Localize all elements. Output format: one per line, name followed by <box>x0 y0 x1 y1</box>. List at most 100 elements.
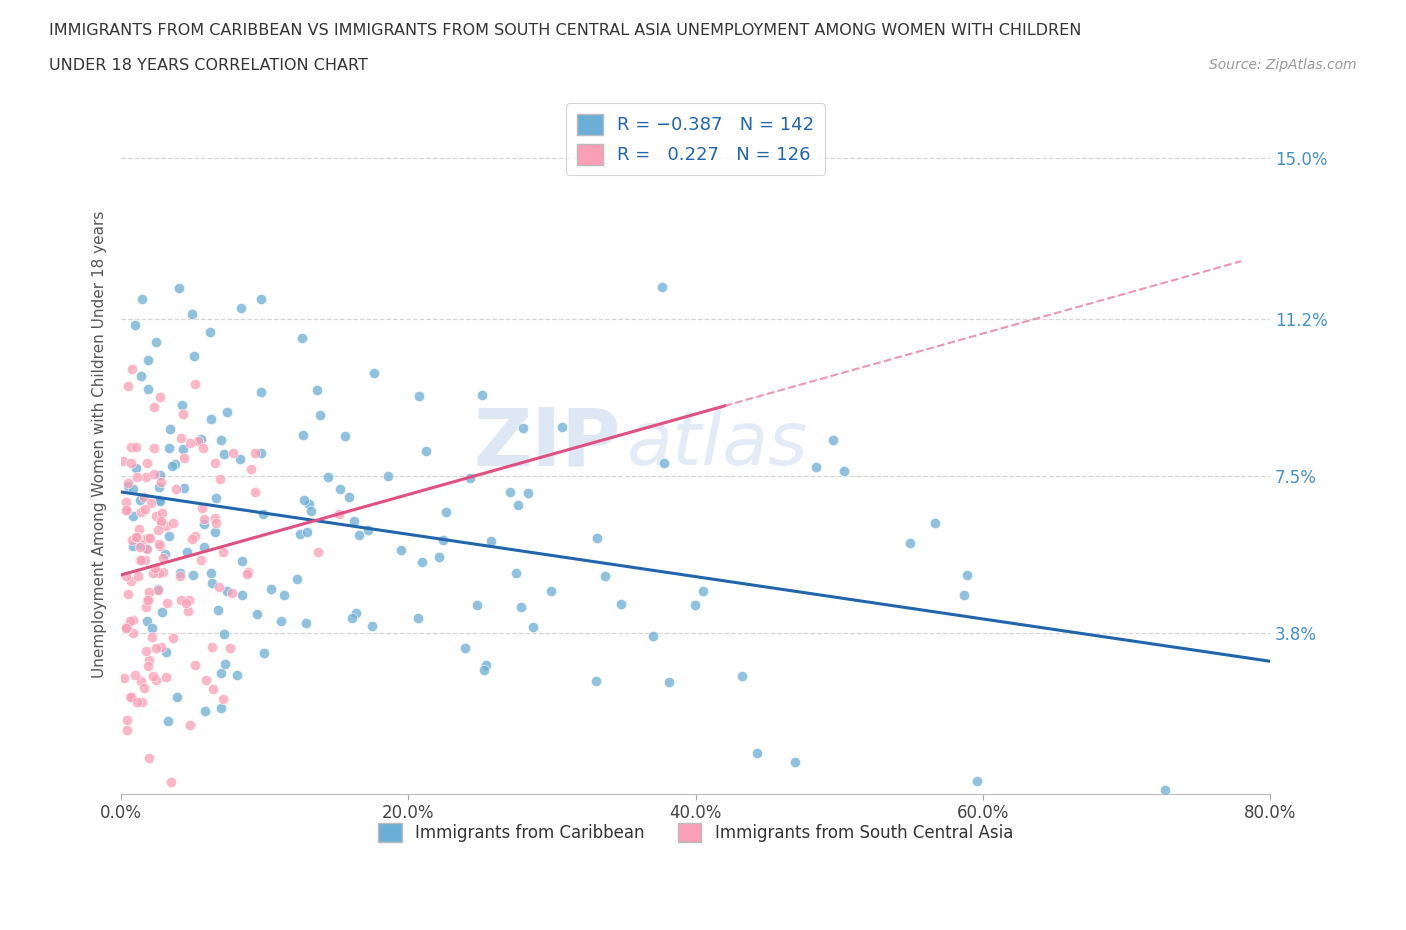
Point <box>169 592 191 607</box>
Point <box>190 552 212 567</box>
Text: atlas: atlas <box>627 408 808 480</box>
Point <box>222 445 245 460</box>
Point <box>155 644 177 659</box>
Text: UNDER 18 YEARS CORRELATION CHART: UNDER 18 YEARS CORRELATION CHART <box>49 58 368 73</box>
Point <box>194 703 217 718</box>
Point <box>785 755 807 770</box>
Point <box>139 530 162 545</box>
Point <box>124 440 146 455</box>
Point <box>170 397 193 412</box>
Point <box>458 471 481 485</box>
Point <box>155 519 177 534</box>
Point <box>651 279 673 294</box>
Point <box>114 569 136 584</box>
Point <box>149 538 172 553</box>
Point <box>238 565 260 579</box>
Point <box>150 514 173 529</box>
Point <box>309 407 332 422</box>
Point <box>136 658 159 673</box>
Point <box>204 525 226 539</box>
Point <box>250 385 273 400</box>
Point <box>193 512 215 526</box>
Point <box>479 534 502 549</box>
Point <box>208 472 231 486</box>
Point <box>135 614 157 629</box>
Point <box>124 529 146 544</box>
Point <box>148 492 170 507</box>
Point <box>295 525 318 539</box>
Point <box>823 432 845 447</box>
Point <box>1154 782 1177 797</box>
Point <box>153 547 176 562</box>
Point <box>184 377 207 392</box>
Point <box>291 330 314 345</box>
Point <box>212 627 235 642</box>
Point <box>208 579 231 594</box>
Point <box>149 474 172 489</box>
Point <box>465 598 488 613</box>
Point <box>169 569 191 584</box>
Point <box>243 485 266 499</box>
Point <box>169 566 191 581</box>
Point <box>229 300 252 315</box>
Point <box>953 588 976 603</box>
Point <box>131 695 153 710</box>
Point <box>159 421 181 436</box>
Point <box>118 690 141 705</box>
Point <box>157 528 180 543</box>
Point <box>117 475 139 490</box>
Point <box>176 604 198 618</box>
Point <box>129 504 152 519</box>
Point <box>243 445 266 460</box>
Point <box>194 672 217 687</box>
Point <box>115 620 138 635</box>
Point <box>146 523 169 538</box>
Point <box>190 432 212 446</box>
Point <box>181 567 204 582</box>
Point <box>136 352 159 367</box>
Point <box>134 501 156 516</box>
Point <box>924 515 946 530</box>
Point <box>134 532 156 547</box>
Point <box>173 481 195 496</box>
Point <box>540 584 562 599</box>
Point <box>134 553 156 568</box>
Point <box>132 490 155 505</box>
Point <box>212 446 235 461</box>
Point <box>586 531 609 546</box>
Point <box>156 596 179 611</box>
Point <box>212 544 235 559</box>
Point <box>333 429 356 444</box>
Point <box>173 451 195 466</box>
Point <box>122 613 145 628</box>
Point <box>246 606 269 621</box>
Point <box>115 619 138 634</box>
Point <box>516 485 538 500</box>
Point <box>294 616 316 631</box>
Point <box>177 592 200 607</box>
Point <box>121 626 143 641</box>
Point <box>505 565 527 580</box>
Point <box>170 431 193 445</box>
Point <box>593 568 616 583</box>
Point <box>121 509 143 524</box>
Point <box>136 592 159 607</box>
Point <box>135 541 157 556</box>
Point <box>454 640 477 655</box>
Point <box>114 502 136 517</box>
Point <box>149 467 172 482</box>
Point <box>221 586 243 601</box>
Point <box>231 553 253 568</box>
Point <box>155 670 177 684</box>
Point <box>157 441 180 456</box>
Point <box>285 571 308 586</box>
Point <box>408 611 430 626</box>
Point <box>609 597 631 612</box>
Point <box>149 640 172 655</box>
Point <box>522 619 544 634</box>
Point <box>179 435 201 450</box>
Point <box>129 674 152 689</box>
Point <box>201 682 224 697</box>
Point <box>114 671 136 685</box>
Point <box>200 565 222 580</box>
